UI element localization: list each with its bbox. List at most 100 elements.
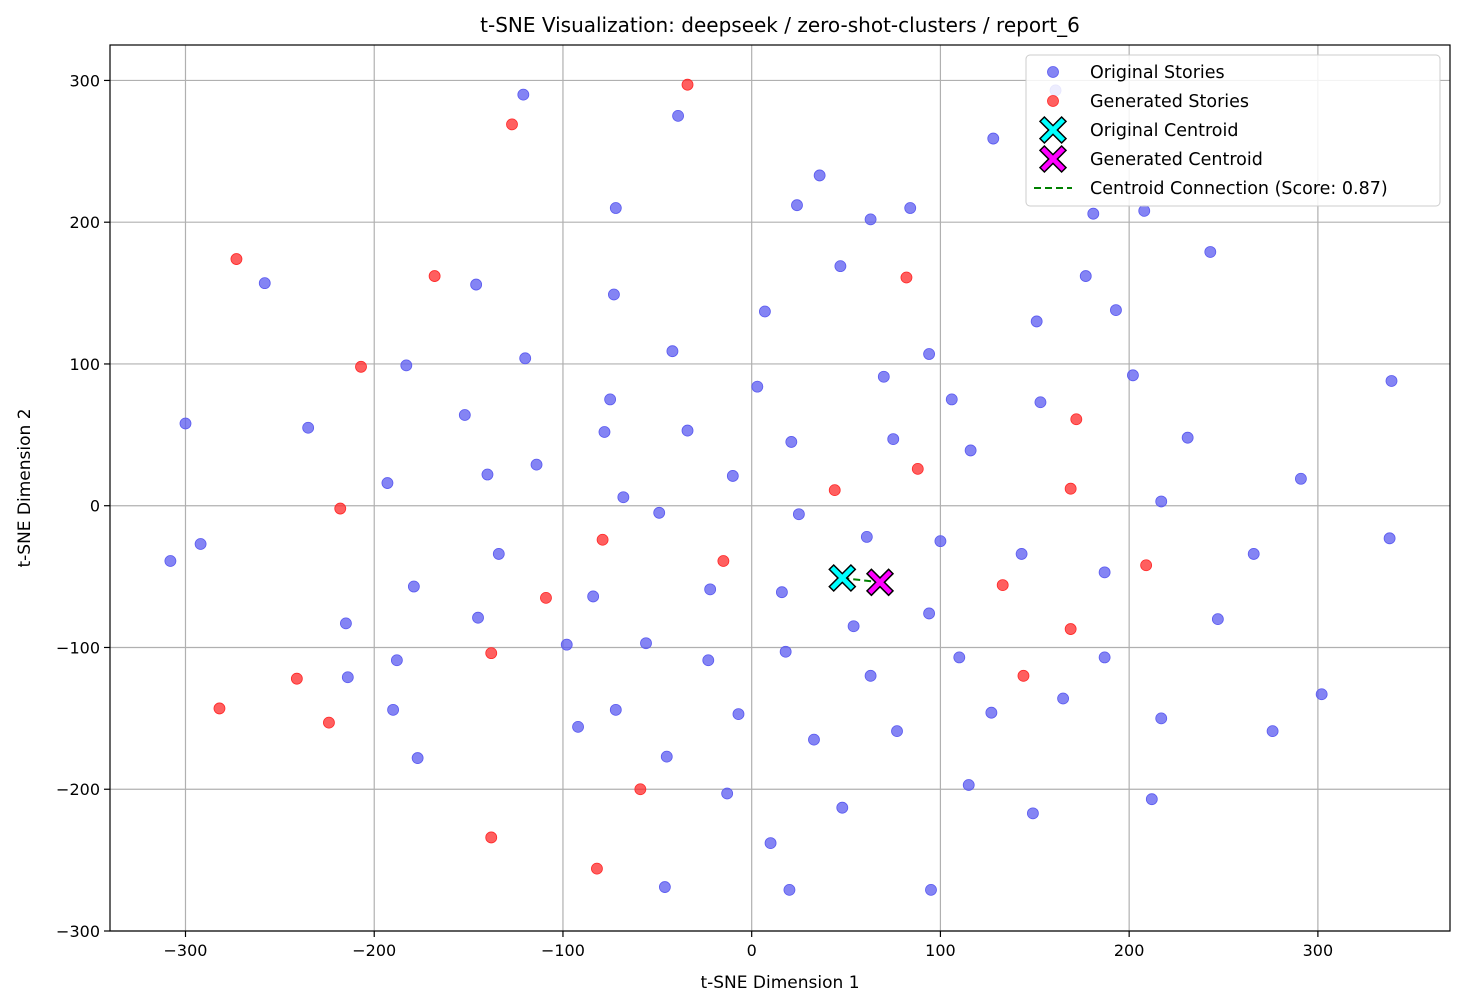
original-story-point [925, 883, 937, 896]
generated-story-point [828, 484, 841, 497]
original-story-point [530, 458, 543, 471]
x-tick-label: −100 [541, 941, 585, 960]
original-story-point [985, 706, 998, 719]
original-story-point [808, 733, 820, 746]
original-story-point [609, 703, 622, 716]
x-tick-label: −300 [164, 941, 208, 960]
original-story-point [891, 725, 903, 738]
original-story-point [751, 380, 764, 393]
y-tick-label: −100 [56, 638, 100, 657]
generated-story-point [1140, 559, 1153, 572]
original-story-point [340, 617, 352, 630]
original-story-point [1211, 613, 1224, 626]
generated-story-point [355, 360, 367, 373]
legend-label: Centroid Connection (Score: 0.87) [1090, 179, 1388, 199]
y-tick-label: 100 [69, 355, 100, 374]
generated-story-point [996, 579, 1009, 592]
original-story-point [1027, 807, 1039, 820]
legend-marker [1038, 144, 1068, 174]
original-story-point [1098, 651, 1111, 664]
original-story-point [672, 109, 684, 122]
original-story-point [1155, 712, 1168, 725]
original-story-point [847, 620, 860, 633]
original-story-point [785, 436, 798, 448]
original-story-point [1266, 725, 1279, 738]
original-story-point [164, 555, 177, 567]
original-story-point [1247, 548, 1260, 560]
generated-story-point [591, 862, 603, 875]
plot-points [164, 78, 1398, 896]
original-story-point [864, 669, 877, 682]
generated-story-point [485, 831, 498, 844]
original-story-point [945, 393, 958, 406]
original-story-point [836, 801, 849, 814]
original-story-point [1110, 304, 1122, 316]
centroid-connection-line [842, 577, 881, 584]
generated-story-point [323, 716, 335, 729]
generated-story-point [1064, 482, 1077, 495]
original-story-point [964, 444, 977, 457]
legend-marker [1047, 95, 1059, 107]
original-story-point [1015, 548, 1028, 560]
generated-story-point [900, 271, 913, 284]
legend-marker [1047, 66, 1059, 78]
original-story-point [764, 837, 777, 850]
original-story-point [759, 305, 771, 318]
original-story-point [492, 548, 505, 560]
y-tick-label: −300 [56, 922, 100, 941]
x-tick-label: 200 [1114, 941, 1145, 960]
y-axis-label: t-SNE Dimension 2 [15, 408, 35, 567]
generated-story-point [230, 253, 243, 265]
generated-story-point [681, 78, 694, 91]
original-story-point [390, 654, 403, 667]
original-story-point [411, 752, 424, 764]
original-story-point [721, 787, 734, 800]
original-story-point [1087, 207, 1100, 220]
original-story-point [791, 199, 803, 212]
x-tick-label: 100 [925, 941, 956, 960]
original-story-point [572, 720, 584, 733]
original-story-point [962, 779, 975, 791]
original-story-point [953, 651, 966, 664]
legend-box [1025, 54, 1441, 207]
original-story-point [1181, 431, 1194, 444]
original-story-point [1204, 246, 1217, 258]
generated-story-point [717, 555, 730, 567]
x-tick-label: 0 [747, 941, 757, 960]
original-story-point [702, 654, 715, 667]
original-story-point [1145, 793, 1158, 806]
original-story-point [792, 508, 805, 521]
generated-story-point [1064, 623, 1077, 635]
original-story-point [1385, 375, 1398, 387]
original-story-point [194, 538, 207, 550]
original-story-point [481, 468, 494, 481]
generated-story-point [1017, 669, 1030, 682]
original-story-point [660, 750, 673, 763]
original-story-point [587, 590, 600, 603]
original-story-point [387, 703, 399, 716]
original-story-point [407, 580, 420, 593]
original-story-point [1034, 396, 1047, 409]
original-story-point [813, 169, 826, 182]
original-story-point [519, 352, 532, 365]
original-story-point [470, 278, 483, 291]
original-story-point [658, 881, 671, 893]
original-story-point [598, 426, 611, 438]
original-story-point [732, 708, 745, 721]
legend: Original Stories Generated Stories Origina… [1025, 54, 1441, 207]
original-story-point [472, 611, 484, 624]
original-centroid-marker [828, 563, 857, 593]
generated-story-point [540, 591, 552, 604]
axis-ticks: −300 −200 −100 0 100 200 300 −300 −200 −100 0 100 20… [56, 71, 1333, 960]
original-story-point [779, 645, 792, 658]
original-story-point [381, 477, 394, 489]
original-story-point [1127, 369, 1139, 382]
generated-story-point [634, 783, 647, 796]
y-tick-label: 200 [69, 213, 100, 232]
original-story-point [834, 260, 847, 273]
original-story-point [923, 348, 935, 360]
original-story-point [1383, 532, 1396, 545]
legend-marker [1038, 115, 1068, 145]
original-story-point [1057, 692, 1069, 705]
